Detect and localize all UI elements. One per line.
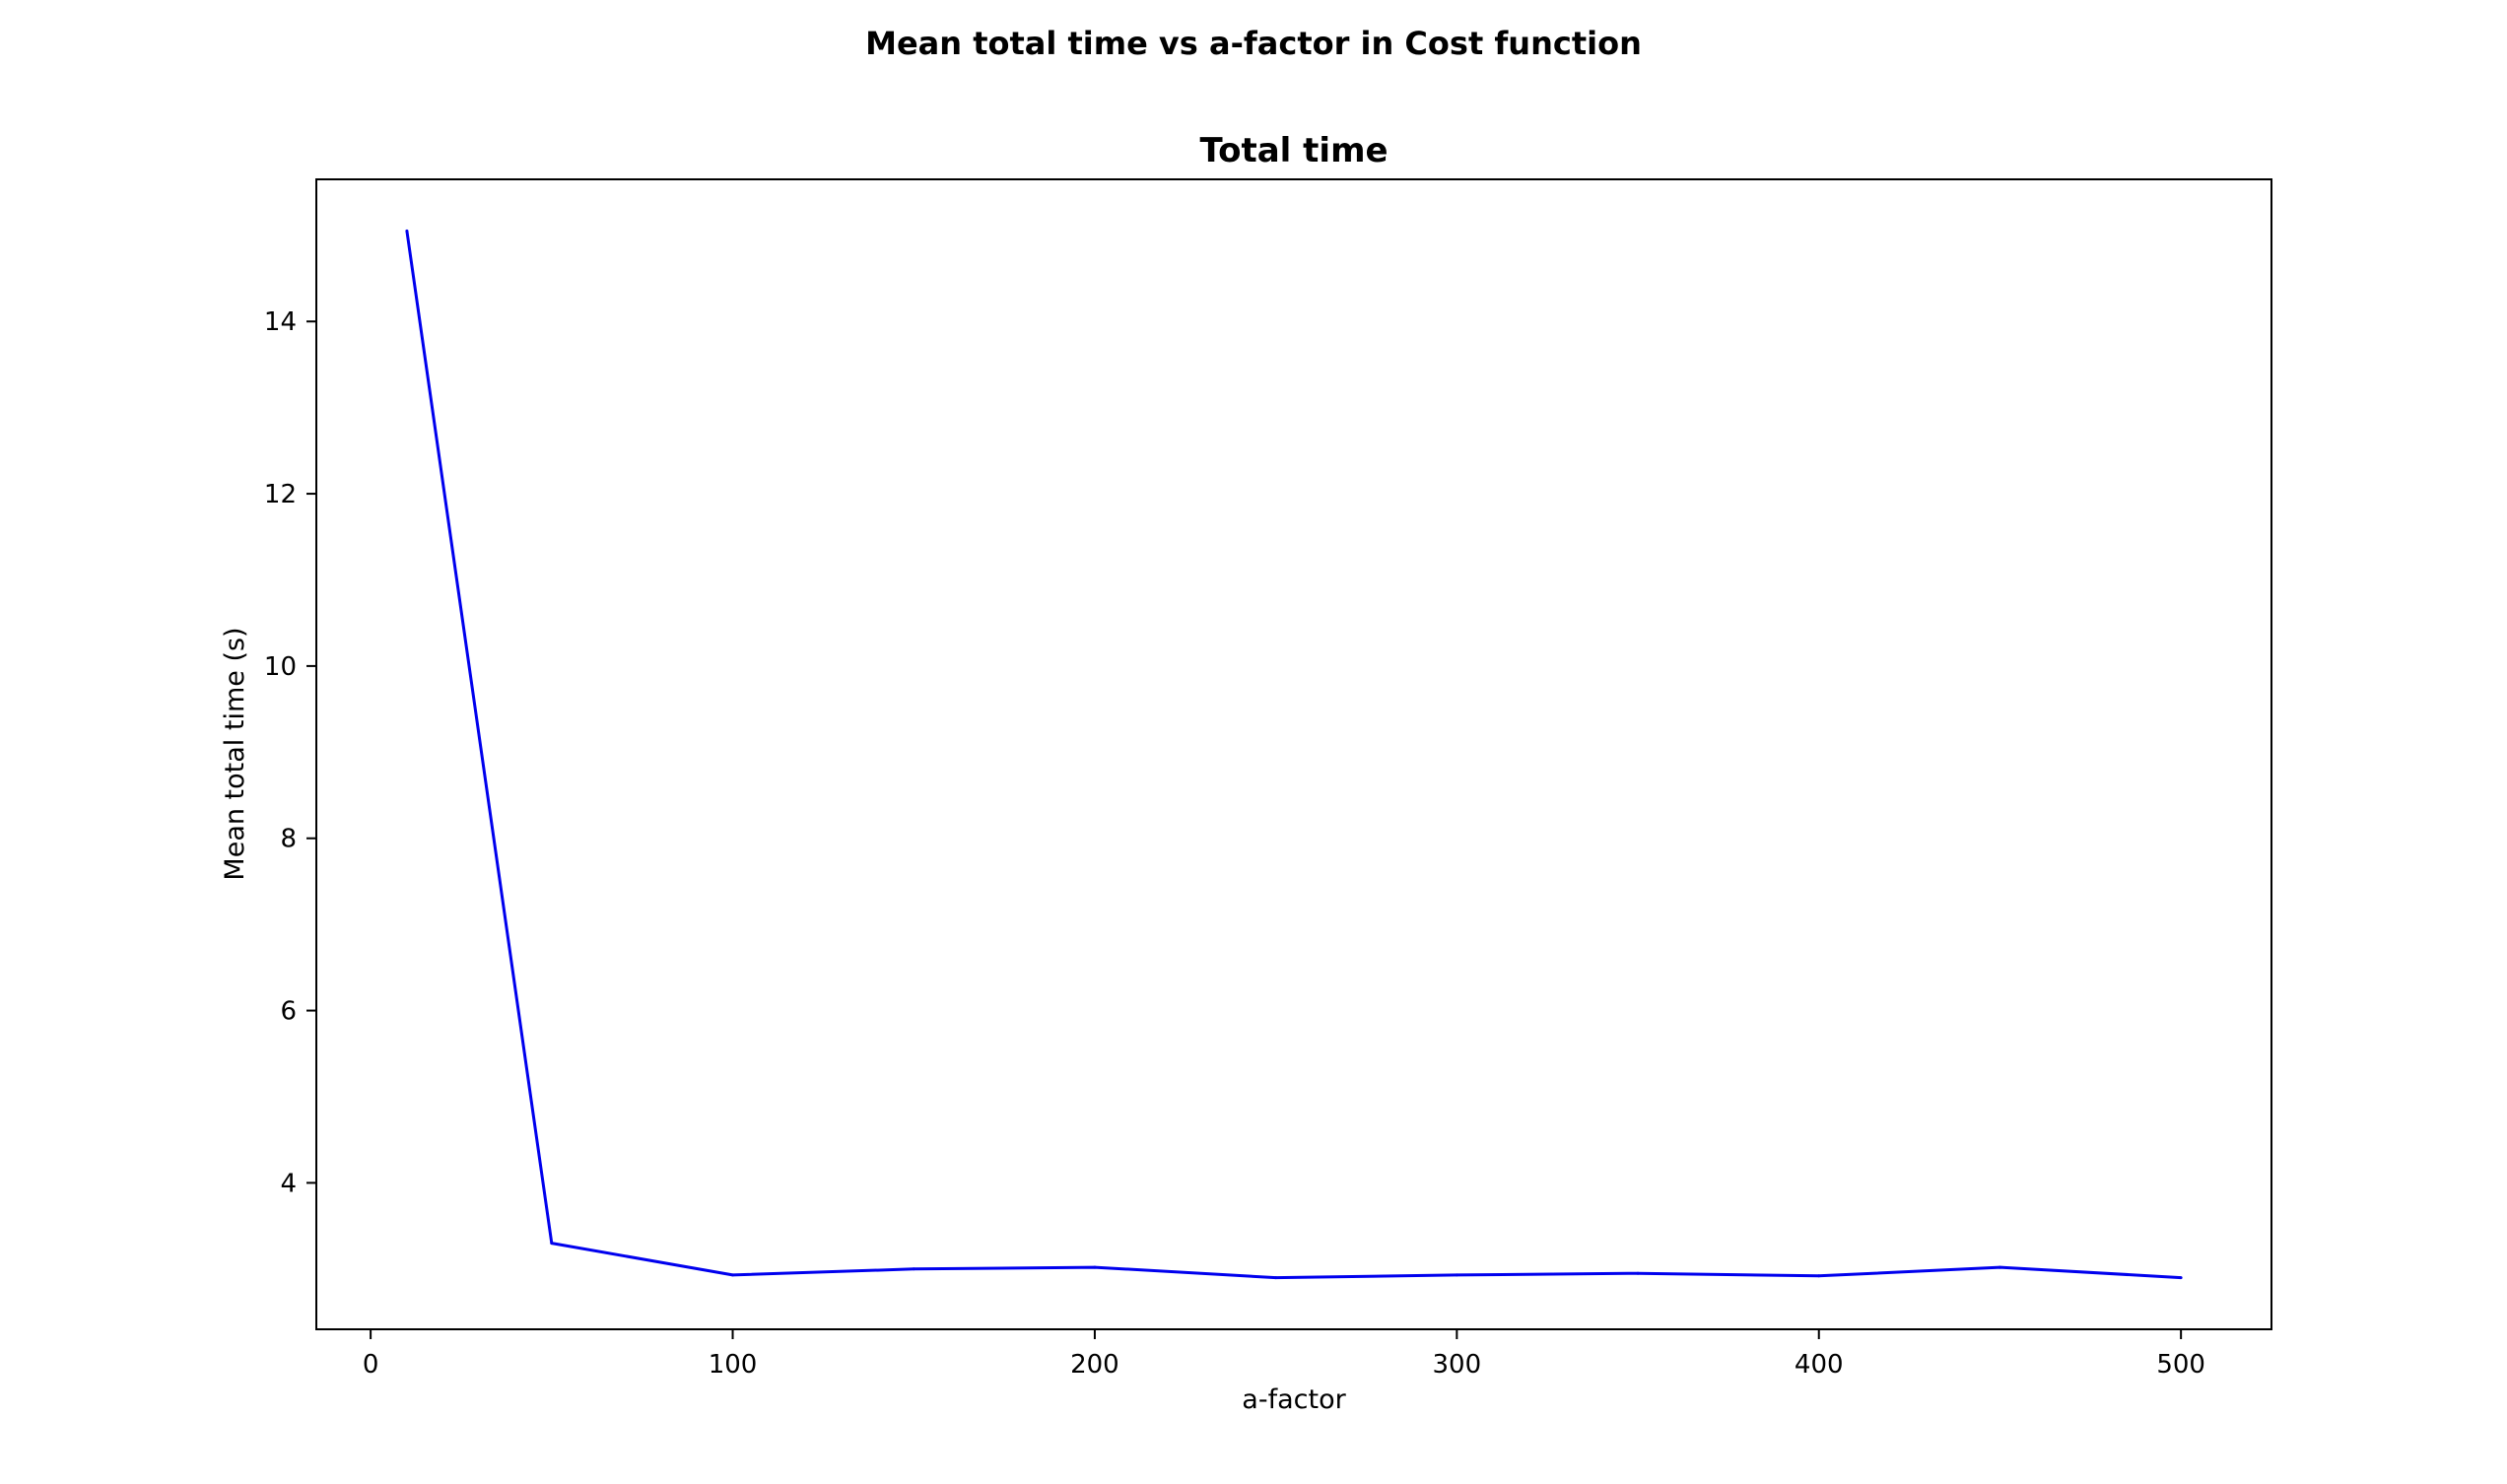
y-tick-label: 14 bbox=[264, 307, 297, 337]
x-tick-label: 100 bbox=[709, 1350, 758, 1380]
data-point bbox=[1093, 1265, 1097, 1269]
y-tick-label: 6 bbox=[280, 997, 297, 1027]
x-tick-label: 200 bbox=[1070, 1350, 1119, 1380]
data-point bbox=[1817, 1274, 1821, 1278]
y-axis-ticks: 4 6 8 10 12 14 bbox=[264, 307, 316, 1198]
y-tick-label: 8 bbox=[280, 825, 297, 854]
data-point bbox=[1455, 1273, 1458, 1277]
data-point bbox=[1636, 1271, 1640, 1275]
chart-title: Total time bbox=[1199, 131, 1388, 170]
x-tick-label: 0 bbox=[363, 1350, 379, 1380]
y-axis-label: Mean total time (s) bbox=[220, 627, 250, 880]
x-tick-label: 500 bbox=[2156, 1350, 2205, 1380]
data-point bbox=[1998, 1265, 2001, 1269]
x-axis-label: a-factor bbox=[1242, 1384, 1346, 1415]
series-layer bbox=[405, 229, 2183, 1280]
y-tick-label: 10 bbox=[264, 652, 297, 682]
x-tick-label: 400 bbox=[1795, 1350, 1844, 1380]
data-point bbox=[1274, 1276, 1278, 1280]
data-point bbox=[2179, 1276, 2183, 1280]
y-tick-label: 12 bbox=[264, 480, 297, 509]
series-line bbox=[405, 231, 2182, 1280]
x-axis-ticks: 0 100 200 300 400 500 bbox=[363, 1329, 2205, 1380]
x-tick-label: 300 bbox=[1433, 1350, 1482, 1380]
data-point bbox=[405, 229, 409, 233]
figure-suptitle: Mean total time vs a-factor in Cost func… bbox=[865, 25, 1642, 62]
data-point bbox=[912, 1267, 915, 1271]
data-point bbox=[731, 1273, 734, 1277]
y-tick-label: 4 bbox=[280, 1169, 297, 1198]
data-point bbox=[550, 1242, 554, 1246]
plot-area-frame bbox=[315, 178, 2272, 1330]
